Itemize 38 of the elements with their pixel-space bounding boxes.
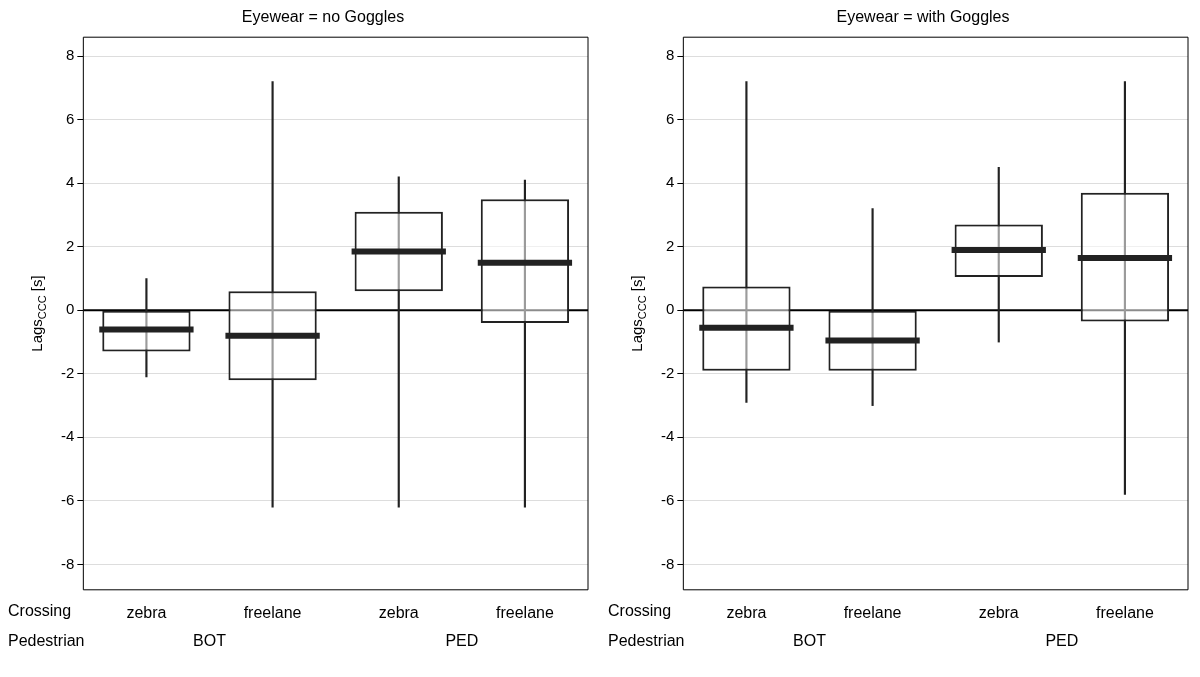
y-tick-label: -2: [660, 363, 675, 381]
text: Pedestrian: [8, 632, 85, 650]
x-tick-label: zebra: [378, 603, 419, 621]
y-tick-label: -2: [60, 363, 75, 381]
x-tick-label: freelane: [1096, 603, 1154, 621]
x-tick-label: freelane: [496, 603, 554, 621]
y-tick-label: 2: [665, 236, 675, 254]
y-tick-label: 2: [65, 236, 75, 254]
y-tick-label: 8: [665, 46, 675, 64]
y-tick-label: 8: [65, 46, 75, 64]
x-tick-label: freelane: [243, 603, 302, 621]
text: PED: [1045, 632, 1079, 650]
text: PED: [445, 632, 479, 650]
text: Pedestrian: [608, 632, 685, 650]
text: BOT: [793, 632, 827, 650]
text: BOT: [193, 632, 227, 650]
y-tick-label: 0: [665, 300, 675, 318]
y-tick-label: -4: [660, 427, 675, 445]
y-tick-label: -6: [660, 491, 675, 509]
y-axis-title: LagsCCC [s]: [628, 275, 649, 352]
chart-title: Eyewear = no Goggles: [241, 8, 405, 26]
y-tick-label: 4: [65, 173, 75, 191]
y-tick-label: -4: [60, 427, 75, 445]
y-tick-label: 6: [65, 109, 75, 127]
x-tick-label: freelane: [843, 603, 902, 621]
x-tick-label: zebra: [726, 603, 767, 621]
y-tick-label: -6: [60, 491, 75, 509]
text: Crossing: [608, 602, 672, 620]
y-tick-label: 0: [65, 300, 75, 318]
y-tick-label: -8: [60, 554, 75, 572]
chart-title: Eyewear = with Goggles: [836, 8, 1010, 26]
y-tick-label: 4: [665, 173, 675, 191]
y-tick-label: 6: [665, 109, 675, 127]
text: Crossing: [8, 602, 72, 620]
y-tick-label: -8: [660, 554, 675, 572]
y-axis-title: LagsCCC [s]: [28, 275, 49, 352]
x-tick-label: zebra: [126, 603, 167, 621]
x-tick-label: zebra: [978, 603, 1019, 621]
